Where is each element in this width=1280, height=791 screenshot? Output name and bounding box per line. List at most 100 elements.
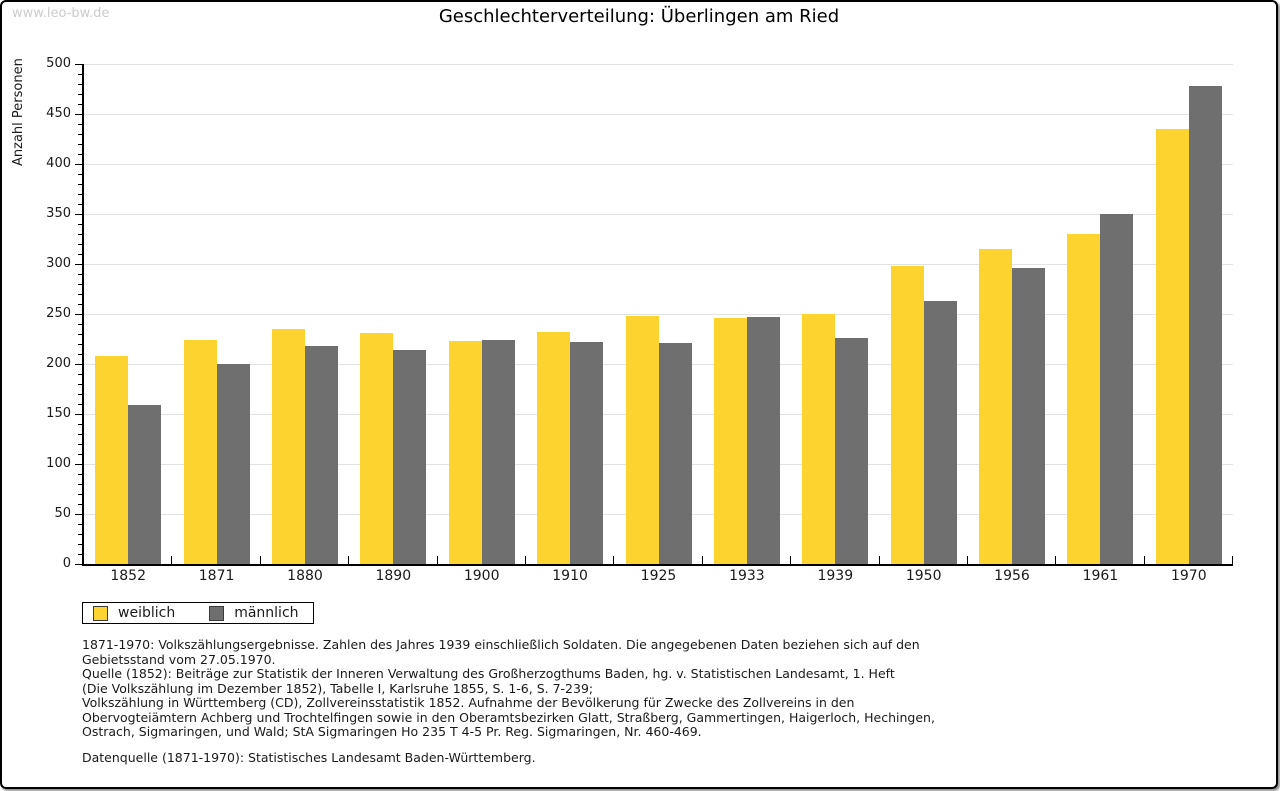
y-tick (75, 264, 82, 265)
y-tick (78, 134, 82, 135)
x-tick-label: 1961 (1082, 568, 1119, 584)
footnote-line: Obervogteiämtern Achberg und Trochtelfin… (82, 709, 935, 725)
bar-männlich-1852 (128, 405, 162, 564)
x-tick (790, 556, 792, 564)
y-tick (78, 374, 82, 375)
y-tick (78, 494, 82, 495)
y-tick (78, 274, 82, 275)
x-tick (83, 556, 84, 564)
y-tick (75, 64, 82, 65)
y-tick (75, 464, 82, 465)
y-tick (78, 174, 82, 175)
x-tick (1143, 556, 1145, 564)
bar-männlich-1961 (1100, 214, 1134, 564)
x-tick-label: 1970 (1170, 568, 1207, 584)
y-tick-label: 50 (54, 506, 71, 521)
y-tick (78, 224, 82, 225)
x-tick-label: 1939 (817, 568, 854, 584)
watermark: www.leo-bw.de (12, 6, 110, 21)
y-tick (78, 324, 82, 325)
y-axis (82, 64, 84, 566)
y-tick (78, 144, 82, 145)
bar-weiblich-1933 (713, 318, 747, 564)
y-tick (78, 234, 82, 235)
bar-männlich-1871 (216, 364, 250, 564)
bar-männlich-1925 (658, 343, 692, 564)
gridline (84, 264, 1233, 265)
bar-männlich-1900 (481, 340, 515, 564)
legend-swatch-weiblich (93, 605, 108, 621)
y-tick (78, 124, 82, 125)
footnote-line: Quelle (1852): Beiträge zur Statistik de… (82, 666, 895, 681)
y-tick (78, 474, 82, 475)
x-tick-label: 1880 (287, 568, 323, 584)
bar-weiblich-1890 (360, 333, 394, 564)
y-tick-label: 500 (46, 56, 71, 71)
x-tick-label: 1890 (375, 568, 412, 584)
y-tick (78, 534, 82, 535)
bar-weiblich-1939 (802, 314, 836, 564)
y-tick (75, 114, 82, 115)
bar-weiblich-1900 (448, 341, 482, 564)
x-tick-label: 1950 (905, 568, 942, 584)
x-tick (436, 556, 438, 564)
x-tick (524, 556, 526, 564)
y-tick (78, 184, 82, 185)
bar-männlich-1933 (746, 317, 780, 564)
y-tick (78, 84, 82, 85)
bar-weiblich-1925 (625, 316, 659, 564)
y-tick (78, 344, 82, 345)
y-tick-label: 250 (46, 306, 71, 321)
y-tick (78, 304, 82, 305)
y-tick (78, 334, 82, 335)
y-tick (78, 434, 82, 435)
y-tick (75, 414, 82, 415)
y-tick-label: 450 (46, 106, 71, 121)
footnote-line: Ostrach, Sigmaringen, und Wald; StA Sigm… (82, 724, 702, 739)
y-tick-label: 150 (46, 406, 71, 421)
y-tick (78, 154, 82, 155)
y-tick (78, 354, 82, 355)
x-tick (878, 556, 880, 564)
y-tick (75, 564, 82, 565)
x-tick (701, 556, 703, 564)
footnote-line: Gebietsstand vom 27.05.1970. (82, 651, 276, 667)
legend-item-weiblich: weiblich (93, 605, 175, 621)
y-tick (78, 424, 82, 425)
x-tick (966, 556, 968, 564)
x-tick-label: 1910 (552, 568, 588, 584)
bar-männlich-1950 (923, 301, 957, 564)
bar-weiblich-1956 (979, 249, 1012, 564)
y-tick-label: 0 (62, 556, 71, 571)
bar-männlich-1890 (393, 350, 427, 564)
bar-weiblich-1961 (1067, 234, 1101, 564)
x-tick (348, 556, 350, 564)
y-tick (75, 314, 82, 315)
bar-weiblich-1910 (537, 332, 571, 564)
y-tick (75, 514, 82, 515)
x-tick (171, 556, 173, 564)
bar-männlich-1910 (570, 342, 604, 564)
x-tick (1232, 556, 1233, 564)
x-tick-label: 1900 (463, 568, 500, 584)
y-tick-label: 200 (46, 356, 71, 371)
y-tick (78, 394, 82, 395)
legend-label: männlich (234, 605, 299, 621)
gridline (84, 114, 1233, 115)
legend-item-männlich: männlich (209, 605, 299, 621)
x-axis (82, 564, 1233, 566)
x-tick-label: 1925 (640, 568, 677, 584)
gridline (84, 164, 1233, 165)
y-tick (75, 164, 82, 165)
y-tick (78, 544, 82, 545)
footnote-line: Volkszählung in Württemberg (CD), Zollve… (82, 695, 855, 710)
y-tick (78, 484, 82, 485)
y-tick-label: 100 (46, 456, 71, 471)
y-tick (78, 454, 82, 455)
gridline (84, 64, 1233, 65)
bar-weiblich-1970 (1155, 129, 1189, 564)
y-tick (78, 74, 82, 75)
chart-title: Geschlechterverteilung: Überlingen am Ri… (438, 6, 840, 27)
footnote-line: Datenquelle (1871-1970): Statistisches L… (82, 749, 536, 765)
y-tick (78, 384, 82, 385)
